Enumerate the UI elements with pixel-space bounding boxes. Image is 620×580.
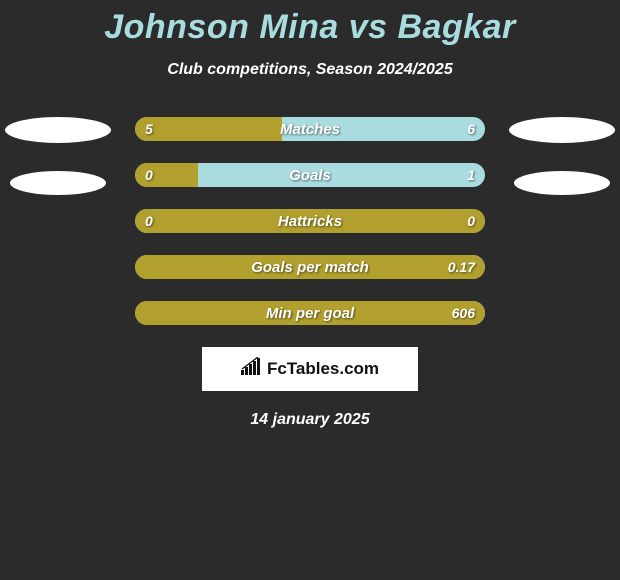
left-fill — [135, 117, 282, 141]
right-fill — [135, 301, 485, 325]
page-title: Johnson Mina vs Bagkar — [0, 0, 620, 47]
oval-shape — [5, 117, 111, 143]
oval-shape — [514, 171, 610, 195]
right-value: 6 — [467, 117, 475, 141]
stat-row: 56Matches — [135, 117, 485, 141]
stat-row: 606Min per goal — [135, 301, 485, 325]
date-text: 14 january 2025 — [0, 411, 620, 429]
chart-bars-icon — [241, 357, 263, 382]
bar-list: 56Matches 01Goals 00Hattricks 0.17Goals per… — [135, 117, 485, 325]
left-fill — [135, 163, 198, 187]
oval-shape — [10, 171, 106, 195]
right-player-marker — [502, 117, 620, 195]
stat-row: 01Goals — [135, 163, 485, 187]
oval-shape — [509, 117, 615, 143]
left-fill — [135, 209, 485, 233]
comparison-chart: 56Matches 01Goals 00Hattricks 0.17Goals per… — [0, 117, 620, 325]
brand-badge: FcTables.com — [202, 347, 418, 391]
right-fill — [135, 255, 485, 279]
stat-row: 0.17Goals per match — [135, 255, 485, 279]
left-player-marker — [0, 117, 118, 195]
stat-row: 00Hattricks — [135, 209, 485, 233]
right-value: 1 — [467, 163, 475, 187]
brand-text: FcTables.com — [267, 359, 379, 379]
page-subtitle: Club competitions, Season 2024/2025 — [0, 61, 620, 79]
